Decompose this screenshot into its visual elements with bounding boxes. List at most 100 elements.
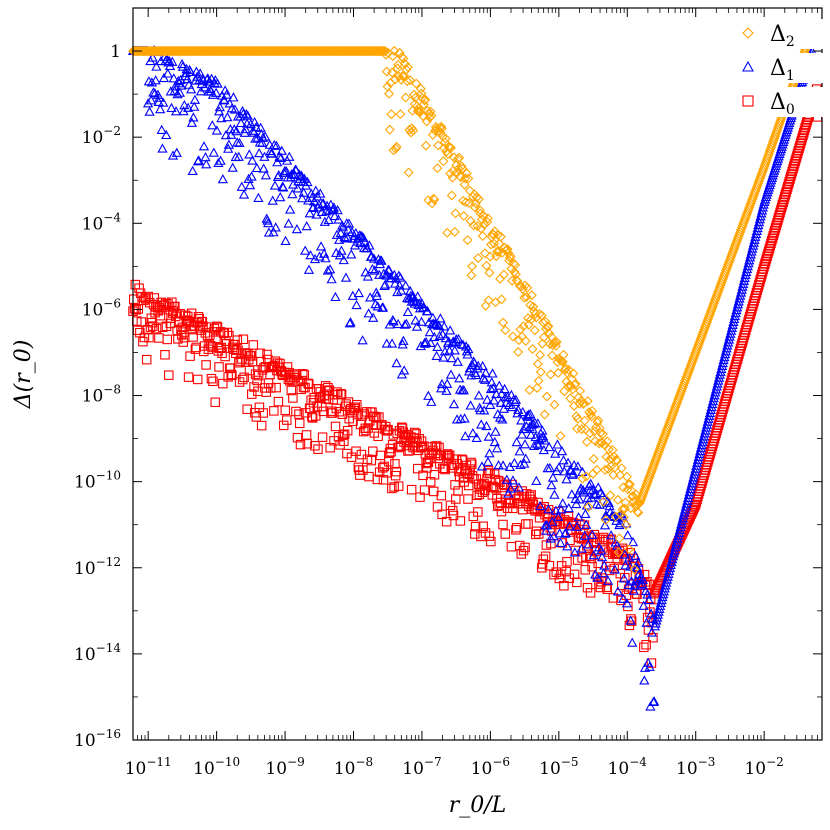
data-point (247, 155, 258, 165)
data-point (392, 286, 403, 297)
data-point (157, 143, 168, 153)
data-point (525, 408, 536, 419)
data-point (294, 418, 305, 429)
data-point (186, 84, 197, 94)
data-point (304, 208, 315, 218)
data-point (411, 321, 423, 331)
data-point (518, 321, 529, 332)
data-point (353, 287, 364, 298)
data-point (222, 112, 233, 122)
data-point (769, 228, 779, 238)
data-point (480, 367, 491, 377)
data-point (266, 148, 278, 158)
data-point (672, 533, 683, 543)
data-point (368, 253, 380, 263)
data-point (696, 440, 707, 450)
data-point (686, 480, 697, 491)
data-point (324, 264, 336, 274)
data-point (620, 497, 631, 508)
data-point (583, 539, 594, 549)
data-point (716, 360, 728, 371)
data-point (232, 335, 243, 345)
data-point (574, 398, 585, 409)
data-point (228, 92, 239, 102)
data-point (744, 252, 756, 262)
data-point (346, 249, 357, 259)
data-point (513, 404, 524, 414)
data-point (336, 389, 347, 400)
data-point (238, 334, 249, 345)
data-point (284, 151, 295, 161)
data-point (416, 88, 427, 99)
data-point (764, 243, 775, 254)
data-point (479, 405, 490, 415)
data-point (158, 72, 170, 83)
data-point (183, 372, 194, 382)
data-point (278, 182, 289, 192)
data-point (638, 600, 649, 610)
data-point (630, 550, 641, 560)
data-point (773, 215, 783, 225)
data-point (545, 369, 556, 380)
data-point (269, 139, 280, 150)
data-point (534, 308, 545, 319)
data-point (609, 451, 620, 462)
data-point (442, 227, 453, 238)
data-point (736, 284, 747, 294)
data-point (439, 143, 450, 154)
data-point (658, 589, 669, 599)
data-point (256, 420, 267, 431)
data-point (166, 102, 177, 113)
data-point (271, 140, 282, 150)
data-point (363, 308, 374, 318)
data-point (483, 431, 494, 441)
data-point (424, 326, 435, 337)
data-point (438, 156, 449, 167)
data-point (660, 580, 671, 590)
data-point (726, 322, 738, 332)
data-point (462, 235, 473, 246)
data-point (321, 206, 332, 216)
data-point (463, 494, 473, 504)
data-point (288, 393, 298, 403)
data-point (426, 110, 437, 121)
data-point (655, 597, 667, 608)
data-point (573, 512, 584, 522)
data-point (260, 170, 272, 180)
data-point (401, 318, 412, 328)
data-point (383, 424, 393, 435)
data-point (792, 151, 802, 161)
data-point (487, 368, 498, 378)
data-point (436, 490, 447, 501)
data-point (467, 427, 479, 438)
data-point (160, 350, 170, 360)
data-point (520, 453, 531, 463)
data-point (704, 407, 716, 417)
data-point (670, 539, 682, 549)
data-point (639, 642, 649, 653)
data-point (423, 390, 434, 400)
data-point (754, 214, 766, 224)
series-layer (127, 25, 823, 711)
data-point (213, 157, 224, 167)
x-tick-label: 10−2 (744, 755, 783, 779)
data-point (737, 281, 748, 291)
data-point (511, 437, 522, 447)
data-point (743, 258, 754, 268)
data-point (240, 123, 251, 134)
data-point (209, 323, 220, 334)
data-point (557, 498, 568, 508)
data-point (484, 448, 495, 458)
data-point (795, 138, 806, 148)
data-point (546, 480, 557, 490)
data-point (547, 472, 559, 482)
data-point (387, 67, 398, 78)
data-point (181, 63, 192, 74)
data-point (241, 109, 252, 119)
data-point (627, 637, 638, 647)
data-point (663, 568, 674, 578)
data-point (398, 53, 409, 64)
data-point (302, 176, 313, 187)
data-point (668, 548, 679, 558)
data-point (615, 470, 626, 481)
